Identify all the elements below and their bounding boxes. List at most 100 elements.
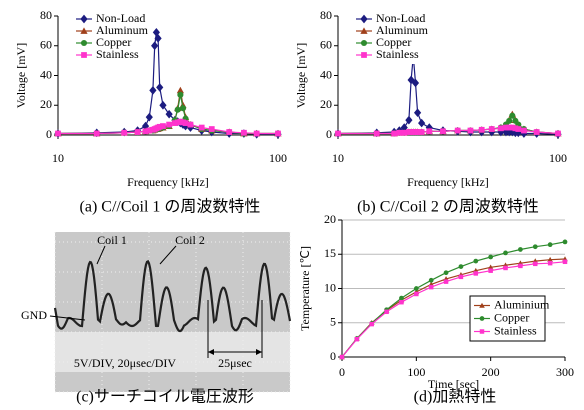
- marker: [198, 124, 205, 131]
- marker: [473, 271, 479, 276]
- marker: [467, 127, 474, 134]
- marker: [360, 39, 368, 47]
- marker: [487, 264, 494, 270]
- marker: [187, 121, 194, 128]
- marker: [226, 129, 233, 135]
- marker: [93, 130, 100, 137]
- y-tick-label: 10: [324, 280, 336, 294]
- marker: [497, 125, 504, 132]
- marker: [354, 336, 360, 342]
- marker: [506, 124, 513, 131]
- marker: [208, 126, 215, 132]
- marker: [478, 126, 485, 133]
- marker: [533, 261, 538, 267]
- marker: [479, 316, 485, 321]
- y-axis-label: Temperature [℃]: [298, 246, 312, 331]
- y-tick-label: 40: [320, 67, 332, 81]
- marker: [503, 265, 508, 271]
- y-tick-label: 0: [330, 349, 336, 363]
- caption: (d)加熱特性: [414, 388, 497, 406]
- marker: [401, 129, 408, 136]
- legend-label: Non-Load: [376, 11, 425, 25]
- legend-label: Non-Load: [96, 11, 145, 25]
- marker: [159, 100, 167, 110]
- y-tick-label: 80: [40, 8, 52, 22]
- marker: [55, 130, 61, 137]
- marker: [177, 91, 184, 98]
- marker: [488, 254, 494, 260]
- marker: [426, 128, 433, 135]
- marker: [176, 86, 184, 94]
- marker: [413, 108, 422, 118]
- x-tick-label: 10: [52, 151, 64, 165]
- y-tick-label: 60: [40, 38, 52, 52]
- y-tick-label: 5: [330, 315, 336, 329]
- gnd-label: GND: [21, 308, 47, 322]
- marker: [166, 121, 173, 128]
- marker: [555, 130, 561, 137]
- marker: [458, 264, 464, 269]
- marker: [80, 14, 88, 24]
- marker: [506, 117, 513, 124]
- marker: [418, 118, 426, 128]
- x-axis-label: Frequency [kHz]: [407, 175, 489, 189]
- marker: [440, 128, 446, 135]
- marker: [443, 270, 449, 276]
- marker: [562, 259, 568, 265]
- pointer: [96, 245, 106, 265]
- marker: [533, 129, 540, 135]
- marker: [360, 14, 368, 24]
- marker: [458, 274, 464, 280]
- x-tick-label: 200: [482, 365, 500, 379]
- y-axis-label: Voltage [mV]: [14, 43, 28, 108]
- legend-label: Copper: [376, 35, 411, 49]
- coil1-label: Coil 1: [97, 233, 127, 247]
- marker: [373, 130, 380, 137]
- x-tick-label: 10: [332, 151, 344, 165]
- marker: [428, 284, 434, 290]
- marker: [241, 129, 247, 136]
- marker: [149, 86, 157, 95]
- y-tick-label: 0: [326, 127, 332, 141]
- marker: [396, 129, 403, 136]
- marker: [518, 263, 523, 269]
- marker: [454, 127, 461, 134]
- marker: [414, 129, 421, 135]
- marker: [142, 128, 149, 135]
- marker: [512, 125, 519, 132]
- x-tick-label: 100: [407, 365, 425, 379]
- marker: [360, 27, 368, 34]
- legend-label: Copper: [494, 310, 529, 324]
- legend-label: Stainless: [96, 47, 139, 61]
- marker: [411, 78, 420, 88]
- x-tick-label: 0: [339, 365, 345, 379]
- marker: [428, 277, 434, 283]
- marker: [547, 260, 553, 266]
- marker: [361, 52, 367, 58]
- marker: [515, 126, 522, 132]
- marker: [547, 256, 553, 262]
- marker: [414, 291, 419, 297]
- pointer: [49, 315, 86, 321]
- marker: [339, 354, 345, 360]
- marker: [547, 242, 553, 248]
- marker: [413, 286, 419, 291]
- series-line: [341, 241, 566, 358]
- marker: [479, 329, 485, 334]
- marker: [145, 112, 153, 122]
- marker: [146, 127, 153, 134]
- legend-label: Stainless: [494, 323, 537, 337]
- marker: [182, 120, 189, 126]
- marker: [562, 239, 568, 245]
- marker: [518, 247, 523, 252]
- marker: [384, 309, 389, 315]
- period-label: 25μsec: [218, 356, 252, 370]
- waveform: [53, 259, 292, 333]
- marker: [151, 41, 159, 51]
- marker: [488, 126, 495, 132]
- marker: [179, 105, 187, 112]
- marker: [497, 127, 505, 137]
- marker: [488, 268, 493, 273]
- caption: (b) C//Coil 2 の周波数特性: [357, 198, 539, 216]
